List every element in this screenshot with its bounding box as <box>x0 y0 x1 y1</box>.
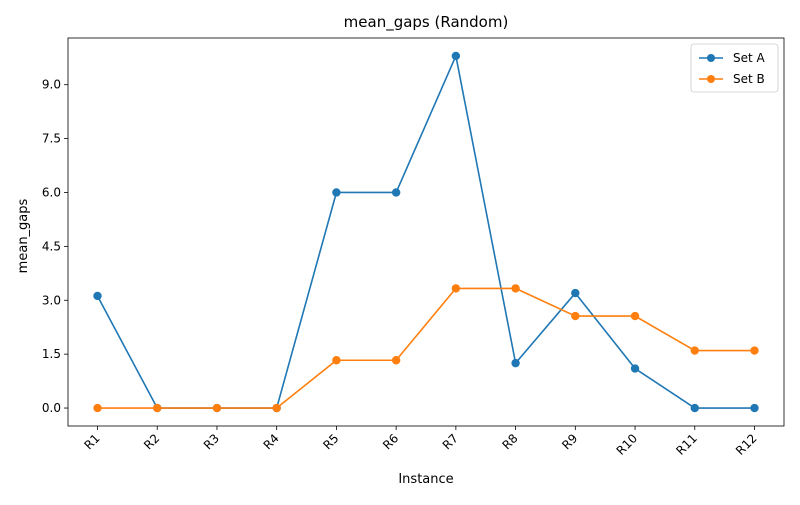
data-point <box>750 346 759 355</box>
data-point <box>571 311 580 321</box>
y-tick-label: 6.0 <box>42 185 61 199</box>
x-tick-label: R8 <box>500 431 521 452</box>
x-tick-label: R6 <box>380 431 401 452</box>
legend-swatch-marker <box>707 54 715 62</box>
x-tick-label: R2 <box>141 431 162 452</box>
y-tick-label: 7.5 <box>42 132 61 146</box>
plot-frame <box>67 37 785 427</box>
y-tick-label: 4.5 <box>42 239 61 253</box>
data-point <box>571 288 580 298</box>
series-set-b <box>93 284 759 413</box>
data-point <box>451 284 461 293</box>
y-tick-label: 0.0 <box>42 401 61 415</box>
y-tick-label: 3.0 <box>42 293 61 307</box>
x-axis-title: Instance <box>398 472 453 487</box>
series-set-a <box>93 51 759 413</box>
x-tick-label: R10 <box>614 431 641 458</box>
legend-swatch-marker <box>707 75 715 83</box>
y-axis-title: mean_gaps <box>16 198 31 273</box>
series-line <box>97 287 755 409</box>
data-point <box>511 284 520 293</box>
data-point <box>272 403 281 413</box>
x-tick-label: R5 <box>320 431 341 452</box>
chart-title: mean_gaps (Random) <box>344 13 509 32</box>
legend-label: Set B <box>733 72 765 86</box>
data-point <box>690 403 699 413</box>
data-point <box>332 356 341 365</box>
x-tick-label: R3 <box>201 431 222 452</box>
y-tick-label: 1.5 <box>42 347 61 361</box>
data-point <box>630 311 640 321</box>
data-point <box>391 356 401 365</box>
data-point <box>93 291 102 301</box>
legend: Set A Set B <box>690 43 779 93</box>
x-tick-label: R7 <box>440 431 461 452</box>
data-point <box>93 403 102 413</box>
data-point <box>212 403 222 413</box>
y-tick-label: 9.0 <box>42 78 61 92</box>
legend-label: Set A <box>733 51 766 65</box>
x-tick-label: R12 <box>733 431 760 458</box>
data-point <box>511 358 520 368</box>
data-point <box>332 188 341 197</box>
data-point <box>391 188 401 197</box>
x-tick-label: R9 <box>559 431 580 452</box>
data-point <box>690 346 699 355</box>
data-point <box>451 51 461 61</box>
data-point <box>630 364 640 373</box>
x-tick-label: R1 <box>81 431 102 452</box>
x-tick-label: R4 <box>261 431 282 452</box>
x-tick-label: R11 <box>673 431 700 458</box>
data-point <box>153 403 162 413</box>
series-line <box>96 55 755 409</box>
data-point <box>750 403 759 413</box>
plot-area: 0.0 1.5 3.0 4.5 6.0 7.5 9.0 R1 R2 R3 R4 R5 R6 R7 R8 R9 R… <box>42 37 785 458</box>
